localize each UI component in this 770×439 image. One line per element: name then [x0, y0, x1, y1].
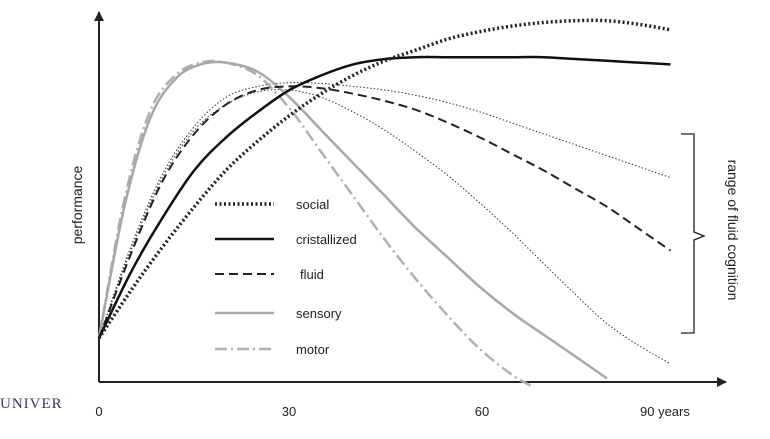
- series-line-fluid: [98, 85, 672, 339]
- legend-label-fluid: fluid: [300, 267, 324, 282]
- series-layer: [97, 18, 672, 387]
- series-line-sensory: [97, 60, 608, 380]
- legend: social cristallized fluid sensory motor: [215, 197, 357, 357]
- series-line-motor: [97, 59, 532, 387]
- legend-label-social: social: [296, 197, 329, 212]
- x-tick-label-0: 0: [95, 404, 102, 419]
- legend-label-sensory: sensory: [296, 306, 342, 321]
- legend-label-motor: motor: [296, 342, 330, 357]
- x-tick-label-60: 60: [475, 404, 489, 419]
- x-tick-label-30: 30: [282, 404, 296, 419]
- y-axis-label: performance: [69, 165, 85, 244]
- series-line-range-lower: [98, 89, 671, 365]
- legend-label-cristallized: cristallized: [296, 232, 357, 247]
- series-line-social: [97, 18, 671, 340]
- range-annotation: range of fluid cognition: [725, 160, 741, 301]
- university-watermark: UNIVER: [0, 396, 63, 412]
- series-line-range-upper: [98, 82, 671, 339]
- series-line-cristallized: [97, 55, 671, 339]
- x-tick-label-90: 90 years: [640, 404, 690, 419]
- range-brace: [681, 133, 706, 334]
